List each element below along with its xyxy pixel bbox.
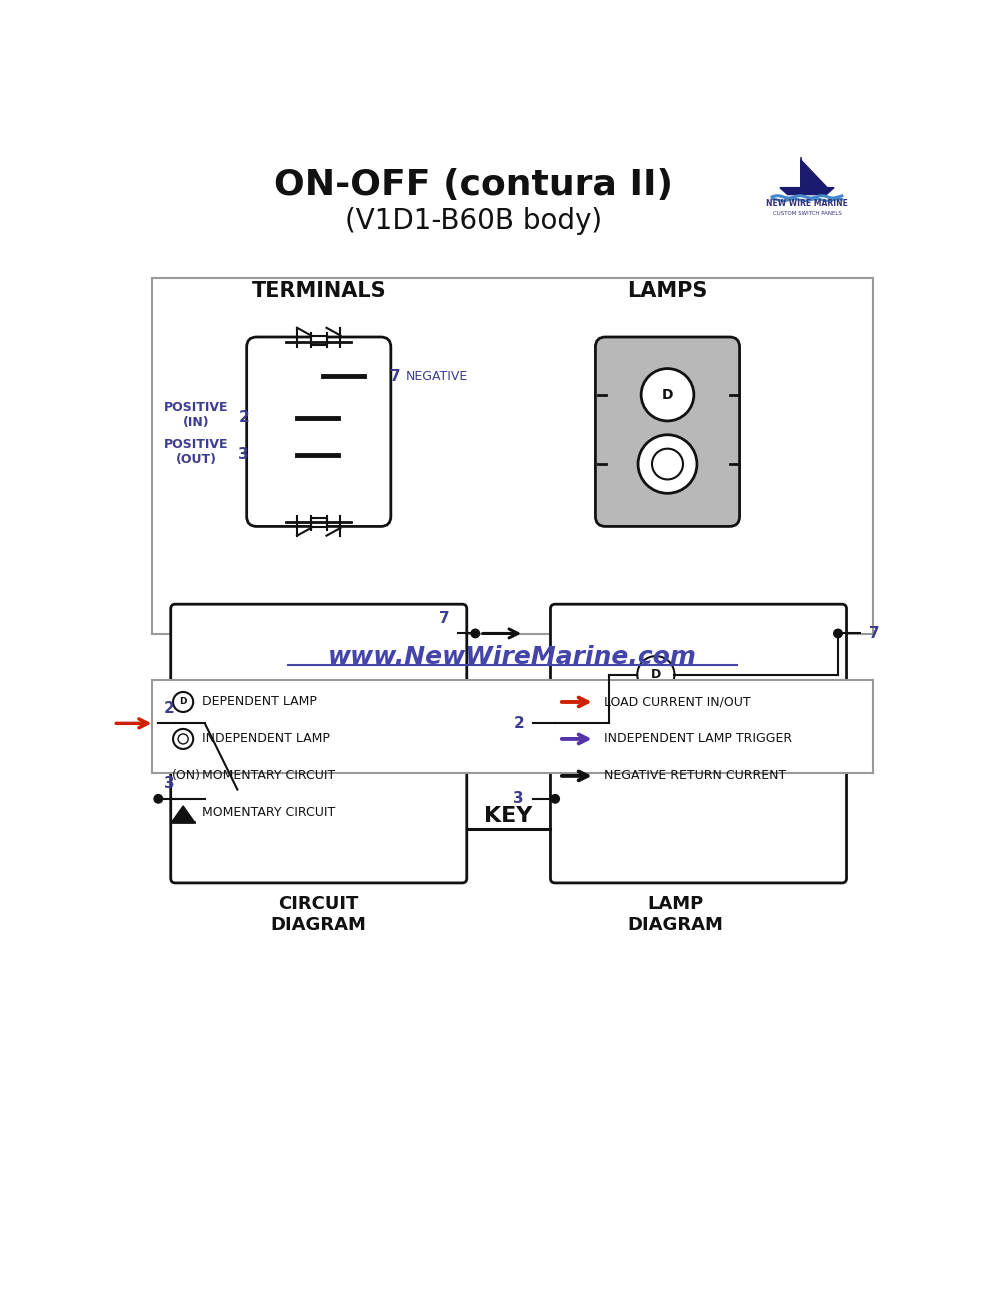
- FancyBboxPatch shape: [311, 518, 326, 527]
- Circle shape: [154, 719, 163, 727]
- Text: INDEPENDENT LAMP: INDEPENDENT LAMP: [202, 732, 330, 745]
- Text: NEW WIRE MARINE: NEW WIRE MARINE: [766, 198, 848, 207]
- Text: 7: 7: [439, 611, 450, 626]
- Circle shape: [834, 629, 842, 638]
- FancyBboxPatch shape: [247, 336, 391, 527]
- FancyBboxPatch shape: [595, 336, 740, 527]
- Text: INDEPENDENT LAMP TRIGGER: INDEPENDENT LAMP TRIGGER: [604, 732, 792, 745]
- Text: LAMP
DIAGRAM: LAMP DIAGRAM: [627, 895, 723, 934]
- Text: MOMENTARY CIRCUIT: MOMENTARY CIRCUIT: [202, 770, 335, 783]
- Circle shape: [173, 692, 193, 712]
- Polygon shape: [780, 188, 834, 194]
- Text: 3: 3: [514, 792, 524, 806]
- Text: 7: 7: [869, 626, 880, 641]
- Text: 3: 3: [164, 776, 174, 791]
- Bar: [152, 278, 873, 634]
- Circle shape: [154, 795, 163, 804]
- Text: MOMENTARY CIRCUIT: MOMENTARY CIRCUIT: [202, 806, 335, 819]
- Text: DEPENDENT LAMP: DEPENDENT LAMP: [202, 695, 317, 709]
- Text: D: D: [651, 668, 661, 681]
- Text: www.NewWireMarine.com: www.NewWireMarine.com: [328, 646, 697, 669]
- Circle shape: [652, 449, 683, 480]
- Text: D: D: [179, 697, 187, 707]
- Polygon shape: [801, 160, 827, 188]
- Text: (ON): (ON): [172, 770, 201, 783]
- Text: LOAD CURRENT IN/OUT: LOAD CURRENT IN/OUT: [604, 695, 751, 709]
- Text: KEY: KEY: [484, 806, 533, 826]
- Circle shape: [551, 719, 559, 727]
- Circle shape: [178, 734, 188, 744]
- Text: NEGATIVE: NEGATIVE: [406, 370, 468, 383]
- FancyBboxPatch shape: [171, 604, 467, 883]
- Text: D: D: [662, 388, 673, 401]
- Text: LAMPS: LAMPS: [627, 281, 708, 300]
- Text: 2: 2: [164, 700, 175, 716]
- Text: 2: 2: [238, 410, 249, 426]
- FancyBboxPatch shape: [311, 336, 326, 345]
- Bar: [152, 681, 873, 773]
- FancyBboxPatch shape: [550, 604, 847, 883]
- Circle shape: [551, 795, 559, 804]
- Text: 7: 7: [390, 369, 401, 384]
- Circle shape: [637, 656, 674, 694]
- Text: NEGATIVE RETURN CURRENT: NEGATIVE RETURN CURRENT: [604, 770, 786, 783]
- Text: ON-OFF (contura II): ON-OFF (contura II): [274, 168, 673, 202]
- Polygon shape: [172, 806, 194, 822]
- Text: POSITIVE
(IN): POSITIVE (IN): [164, 401, 229, 428]
- Text: TERMINALS: TERMINALS: [251, 281, 386, 300]
- Text: CIRCUIT
DIAGRAM: CIRCUIT DIAGRAM: [271, 895, 367, 934]
- Text: 2: 2: [513, 716, 524, 731]
- Text: 3: 3: [238, 448, 249, 462]
- Circle shape: [638, 435, 697, 493]
- Circle shape: [471, 629, 480, 638]
- Circle shape: [173, 729, 193, 749]
- Text: CUSTOM SWITCH PANELS: CUSTOM SWITCH PANELS: [773, 211, 841, 216]
- Text: POSITIVE
(OUT): POSITIVE (OUT): [164, 437, 229, 466]
- Text: (V1D1-B60B body): (V1D1-B60B body): [345, 207, 602, 236]
- Circle shape: [641, 369, 694, 421]
